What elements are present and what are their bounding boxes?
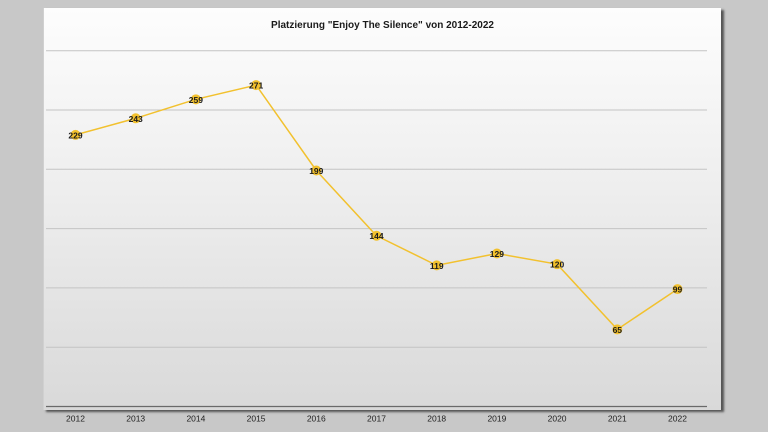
data-point-marker	[251, 80, 262, 91]
x-tick-label: 2020	[548, 414, 567, 424]
x-tick-label: 2018	[427, 414, 446, 424]
x-tick-label: 2012	[66, 414, 85, 424]
data-label: 99	[673, 285, 683, 295]
data-point-marker	[672, 284, 683, 295]
data-label: 144	[369, 231, 383, 241]
x-tick-label: 2021	[608, 414, 627, 424]
data-point-marker	[552, 259, 563, 270]
data-point-marker	[491, 248, 502, 259]
data-point-marker	[190, 94, 201, 105]
data-label: 243	[129, 114, 143, 124]
x-tick-label: 2017	[367, 414, 386, 424]
chart-title: Platzierung "Enjoy The Silence" von 2012…	[271, 20, 494, 31]
data-label: 229	[68, 130, 82, 140]
x-tick-label: 2016	[307, 414, 326, 424]
x-tick-label: 2022	[668, 414, 687, 424]
data-label: 119	[430, 261, 444, 271]
series-line	[75, 84, 678, 331]
data-label: 129	[490, 249, 504, 259]
data-point-marker	[371, 230, 382, 241]
data-point-marker	[431, 260, 442, 271]
data-label: 199	[309, 166, 323, 176]
data-point-marker	[311, 165, 322, 176]
data-point-marker	[130, 113, 141, 124]
data-label: 120	[550, 260, 564, 270]
x-tick-label: 2014	[186, 414, 205, 424]
x-tick-label: 2013	[126, 414, 145, 424]
data-label: 65	[613, 325, 623, 335]
x-tick-label: 2019	[487, 414, 506, 424]
x-tick-label: 2015	[247, 414, 266, 424]
data-label: 271	[249, 81, 263, 91]
data-point-marker	[70, 129, 81, 140]
data-label: 259	[189, 95, 203, 105]
data-point-marker	[612, 324, 623, 335]
chart-panel: Platzierung "Enjoy The Silence" von 2012…	[43, 8, 721, 410]
